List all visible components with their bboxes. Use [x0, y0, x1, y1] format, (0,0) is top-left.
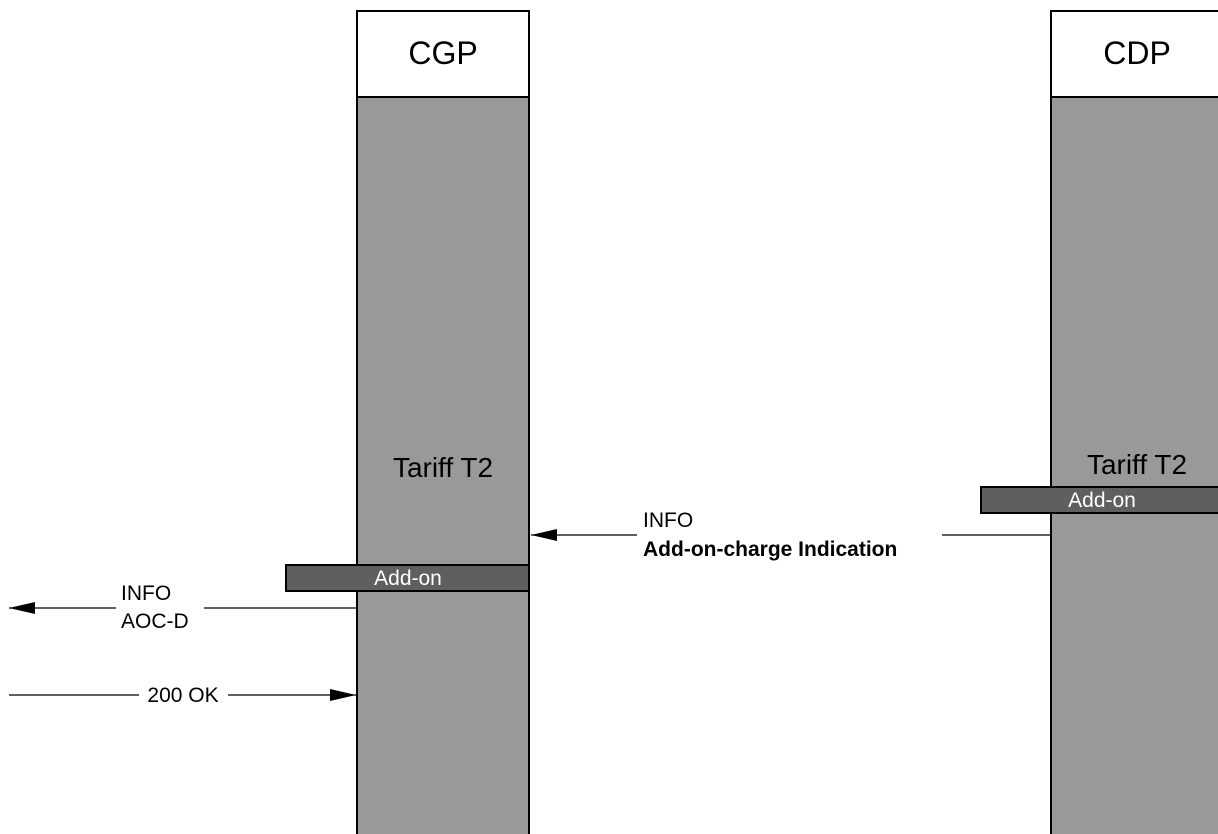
cgp-lifeline: CGP Tariff T2	[356, 10, 530, 834]
ok-label: 200 OK	[147, 684, 218, 707]
message-info-addon-charge-indication: INFO Add-on-charge Indication	[531, 509, 1051, 561]
cdp-addon-bar: Add-on	[980, 486, 1218, 514]
cgp-addon-label: Add-on	[374, 567, 442, 590]
message-200-ok: 200 OK	[9, 684, 356, 707]
cgp-addon-box	[285, 564, 530, 592]
cdp-tariff-label: Tariff T2	[1087, 449, 1187, 480]
cdp-title: CDP	[1103, 35, 1171, 71]
info-addon-line1: INFO	[643, 509, 693, 532]
cdp-addon-label: Add-on	[1068, 489, 1136, 512]
cgp-title: CGP	[408, 35, 477, 71]
cgp-lifeline-body	[356, 96, 530, 834]
cgp-header-box	[356, 10, 530, 98]
cdp-lifeline-body	[1050, 96, 1218, 834]
cdp-header-box	[1050, 10, 1218, 98]
cdp-lifeline: CDP Tariff T2	[1050, 10, 1218, 834]
message-info-aoc-d: INFO AOC-D	[9, 582, 357, 633]
cgp-tariff-label: Tariff T2	[393, 452, 493, 483]
info-addon-line2: Add-on-charge Indication	[643, 538, 897, 561]
cdp-addon-box	[980, 486, 1218, 514]
cgp-addon-bar: Add-on	[285, 564, 530, 592]
info-aocd-line1: INFO	[121, 582, 171, 605]
info-aocd-line2: AOC-D	[121, 610, 189, 633]
